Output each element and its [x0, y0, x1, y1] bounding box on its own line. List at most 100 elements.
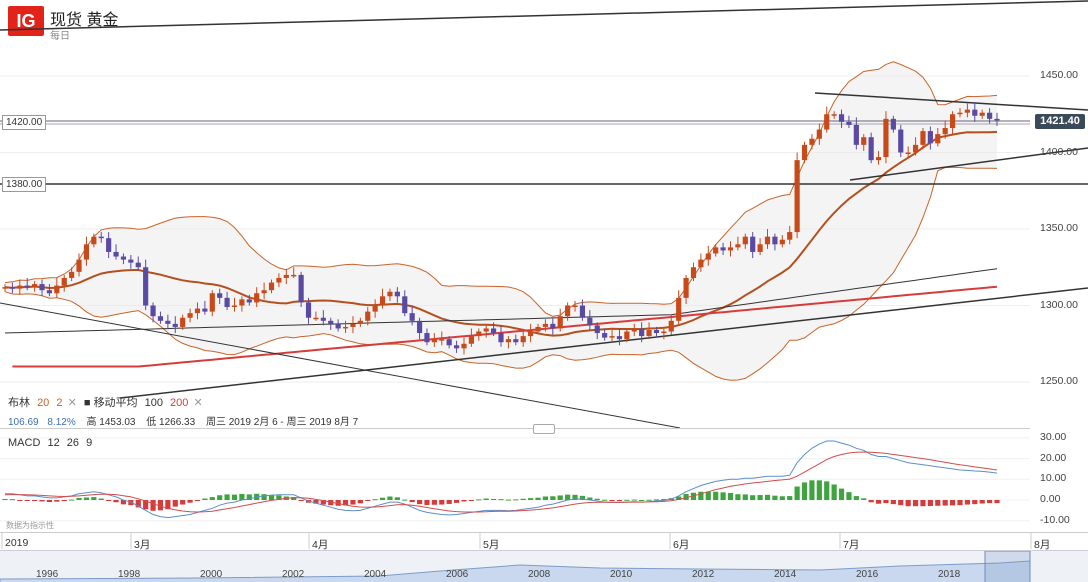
macd-histogram-bar	[801, 482, 808, 500]
macd-histogram-bar	[757, 495, 763, 500]
candle	[120, 256, 127, 260]
macd-histogram-bar	[402, 499, 408, 501]
stats-row: 106.69 8.12% 高 1453.03 低 1266.33 周三 2019…	[8, 413, 358, 428]
candle	[935, 134, 941, 144]
macd-histogram-bar	[987, 500, 993, 504]
candle	[202, 308, 208, 312]
macd-histogram-bar	[565, 494, 571, 500]
macd-histogram-bar	[727, 492, 734, 500]
candle	[446, 339, 452, 346]
candle	[668, 320, 674, 332]
candle	[298, 274, 304, 303]
bb-name[interactable]: 布林	[8, 397, 30, 409]
candle	[794, 160, 800, 233]
candle	[91, 236, 97, 245]
candle	[905, 152, 911, 154]
candle	[787, 232, 793, 240]
navigator-year-label: 2018	[938, 569, 961, 580]
candle	[742, 236, 748, 245]
interval-label[interactable]: 每日	[50, 31, 70, 42]
bollinger-lower	[4, 166, 998, 381]
candle	[491, 328, 497, 334]
candle	[676, 297, 682, 321]
candle	[328, 320, 334, 324]
ma-close-icon[interactable]: ✕	[193, 397, 203, 409]
candle	[779, 239, 785, 245]
stat-value-1: 106.69	[8, 417, 39, 428]
hline-label-1420[interactable]: 1420.00	[2, 115, 47, 130]
macd-name[interactable]: MACD	[8, 437, 41, 449]
x-tick-label: 5月	[483, 539, 500, 551]
candle	[439, 339, 445, 341]
macd-histogram-bar	[209, 497, 215, 500]
macd-histogram-bar	[461, 500, 467, 502]
macd-tick-label: 10.00	[1040, 472, 1067, 485]
navigator-year-label: 2006	[446, 569, 469, 580]
candle	[698, 259, 704, 268]
candle	[9, 287, 15, 289]
navigator-year-label: 2004	[364, 569, 387, 580]
candle	[379, 296, 386, 306]
candle	[846, 121, 852, 125]
candle	[268, 282, 275, 291]
candle	[661, 331, 667, 334]
macd-histogram-bar	[39, 500, 45, 502]
trendline-falling	[0, 302, 681, 429]
macd-histogram-bar	[720, 492, 726, 500]
macd-histogram-bar	[905, 500, 911, 507]
x-tick-label: 3月	[134, 539, 151, 551]
candle	[150, 305, 156, 317]
candle	[46, 290, 53, 294]
trendline-top	[0, 0, 1088, 31]
macd-histogram-bar	[764, 494, 771, 500]
candle	[987, 112, 993, 119]
date-range: 周三 2019 2月 6 - 周三 2019 8月 7	[205, 417, 359, 428]
macd-line	[5, 440, 998, 519]
bb-close-icon[interactable]: ✕	[67, 397, 77, 409]
macd-histogram-bar	[772, 495, 778, 500]
ma-p2: 200	[170, 397, 189, 409]
candle	[550, 323, 556, 329]
panel-resize-handle[interactable]	[533, 424, 555, 434]
macd-tick-label: -10.00	[1040, 513, 1070, 526]
macd-histogram-bar	[920, 500, 926, 507]
macd-histogram-bar	[150, 500, 156, 511]
candle	[920, 131, 926, 145]
macd-histogram-bar	[135, 500, 141, 508]
candle	[224, 297, 230, 308]
candle	[54, 285, 60, 294]
macd-histogram-bar	[498, 499, 504, 501]
candle	[305, 302, 312, 318]
navigator-year-label: 2002	[282, 569, 305, 580]
macd-histogram-bar	[927, 500, 933, 507]
macd-histogram-bar	[46, 500, 53, 503]
macd-histogram-bar	[120, 500, 127, 505]
navigator[interactable]: 1996 1998 2000 2002 2004 2006 2008 2010 2012 2014…	[0, 550, 1088, 582]
macd-histogram-bar	[231, 494, 238, 500]
candle	[291, 274, 297, 277]
ma-name[interactable]: 移动平均	[93, 397, 138, 409]
y-tick-label: 1250.00	[1040, 375, 1078, 387]
macd-p3: 9	[86, 437, 93, 449]
candle	[772, 236, 778, 245]
macd-histogram-bar	[61, 500, 67, 501]
macd-histogram-bar	[964, 500, 970, 505]
candle	[180, 317, 186, 327]
macd-histogram-bar	[838, 488, 845, 500]
high-label: 高	[86, 417, 97, 428]
macd-histogram-bar	[646, 499, 652, 501]
macd-histogram-bar	[32, 500, 38, 501]
candle	[187, 313, 193, 318]
hline-label-1380[interactable]: 1380.00	[2, 177, 47, 192]
candle	[639, 328, 645, 337]
candle	[809, 138, 815, 145]
macd-histogram-bar	[194, 500, 201, 501]
candle	[513, 339, 519, 343]
candle	[98, 236, 104, 239]
macd-histogram-bar	[83, 497, 90, 500]
macd-histogram-bar	[868, 500, 874, 503]
macd-histogram-bar	[705, 491, 711, 500]
high-value: 1453.03	[99, 417, 136, 428]
candle	[912, 144, 919, 153]
